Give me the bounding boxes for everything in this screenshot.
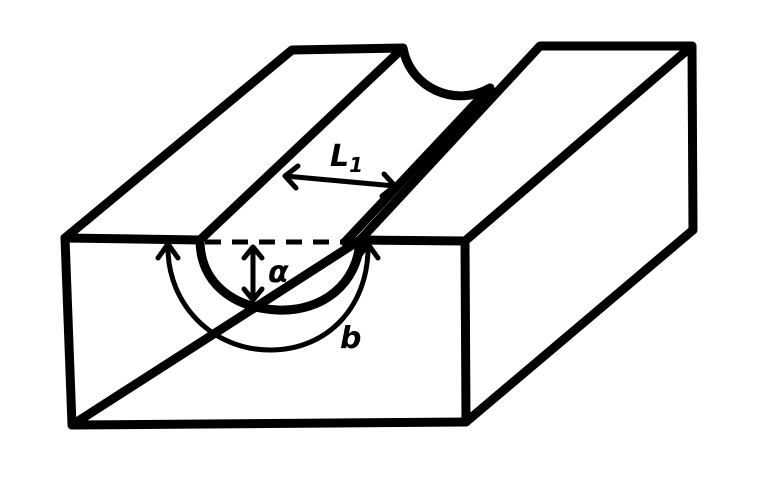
- label-alpha: α: [268, 255, 289, 290]
- arc-b-right-arrowhead: [355, 241, 381, 261]
- width-right-arrowhead: [379, 171, 398, 199]
- width-left-arrowhead: [282, 163, 301, 191]
- arc-b-left-arrowhead: [155, 241, 181, 261]
- block-right-face: [460, 41, 698, 427]
- arc-dimension-b: [165, 245, 371, 353]
- depth-top-arrowhead: [241, 244, 265, 261]
- depth-bottom-arrowhead: [241, 286, 265, 303]
- groove-floor-line: [340, 83, 495, 247]
- top-right-strip: [355, 41, 697, 245]
- width-dimension-l1: [282, 173, 398, 189]
- label-b: b: [340, 321, 361, 356]
- groove-back-opening: [398, 43, 495, 101]
- label-l1: L1: [330, 139, 363, 177]
- block-front-face: [60, 233, 471, 430]
- block-front-left-edge: [60, 233, 77, 430]
- top-left-strip: [60, 43, 408, 245]
- groove-front-semicircle: [195, 235, 365, 315]
